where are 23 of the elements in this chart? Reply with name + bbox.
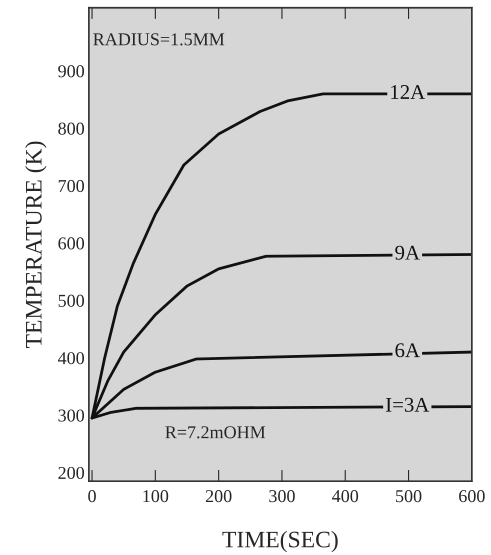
y-axis-title: TEMPERATURE (K) xyxy=(25,142,47,348)
annotation: R=7.2mOHM xyxy=(165,426,266,438)
y-tick-label: 200 xyxy=(58,466,84,480)
series-label: 12A xyxy=(391,85,426,99)
y-tick-label: 700 xyxy=(58,180,84,192)
x-tick-label: 0 xyxy=(88,490,96,502)
y-tick-label: 400 xyxy=(58,352,84,364)
series-label: 6A xyxy=(395,343,420,358)
x-tick-label: 600 xyxy=(459,490,485,502)
y-tick-label: 900 xyxy=(58,65,84,78)
x-tick-label: 200 xyxy=(206,490,232,502)
y-tick-label: 600 xyxy=(58,237,84,250)
x-axis-title: TIME(SEC) xyxy=(222,530,338,552)
y-tick-label: 300 xyxy=(58,409,84,422)
annotation: RADIUS=1.5MM xyxy=(93,33,224,46)
x-tick-label: 500 xyxy=(396,490,422,502)
series-label: 9A xyxy=(395,246,420,260)
y-tick-label: 800 xyxy=(58,122,84,135)
y-tick-label: 500 xyxy=(58,294,84,307)
series-label: I=3A xyxy=(386,398,430,412)
x-tick-label: 300 xyxy=(269,490,295,502)
x-tick-label: 100 xyxy=(143,490,168,502)
x-tick-label: 400 xyxy=(332,490,358,502)
